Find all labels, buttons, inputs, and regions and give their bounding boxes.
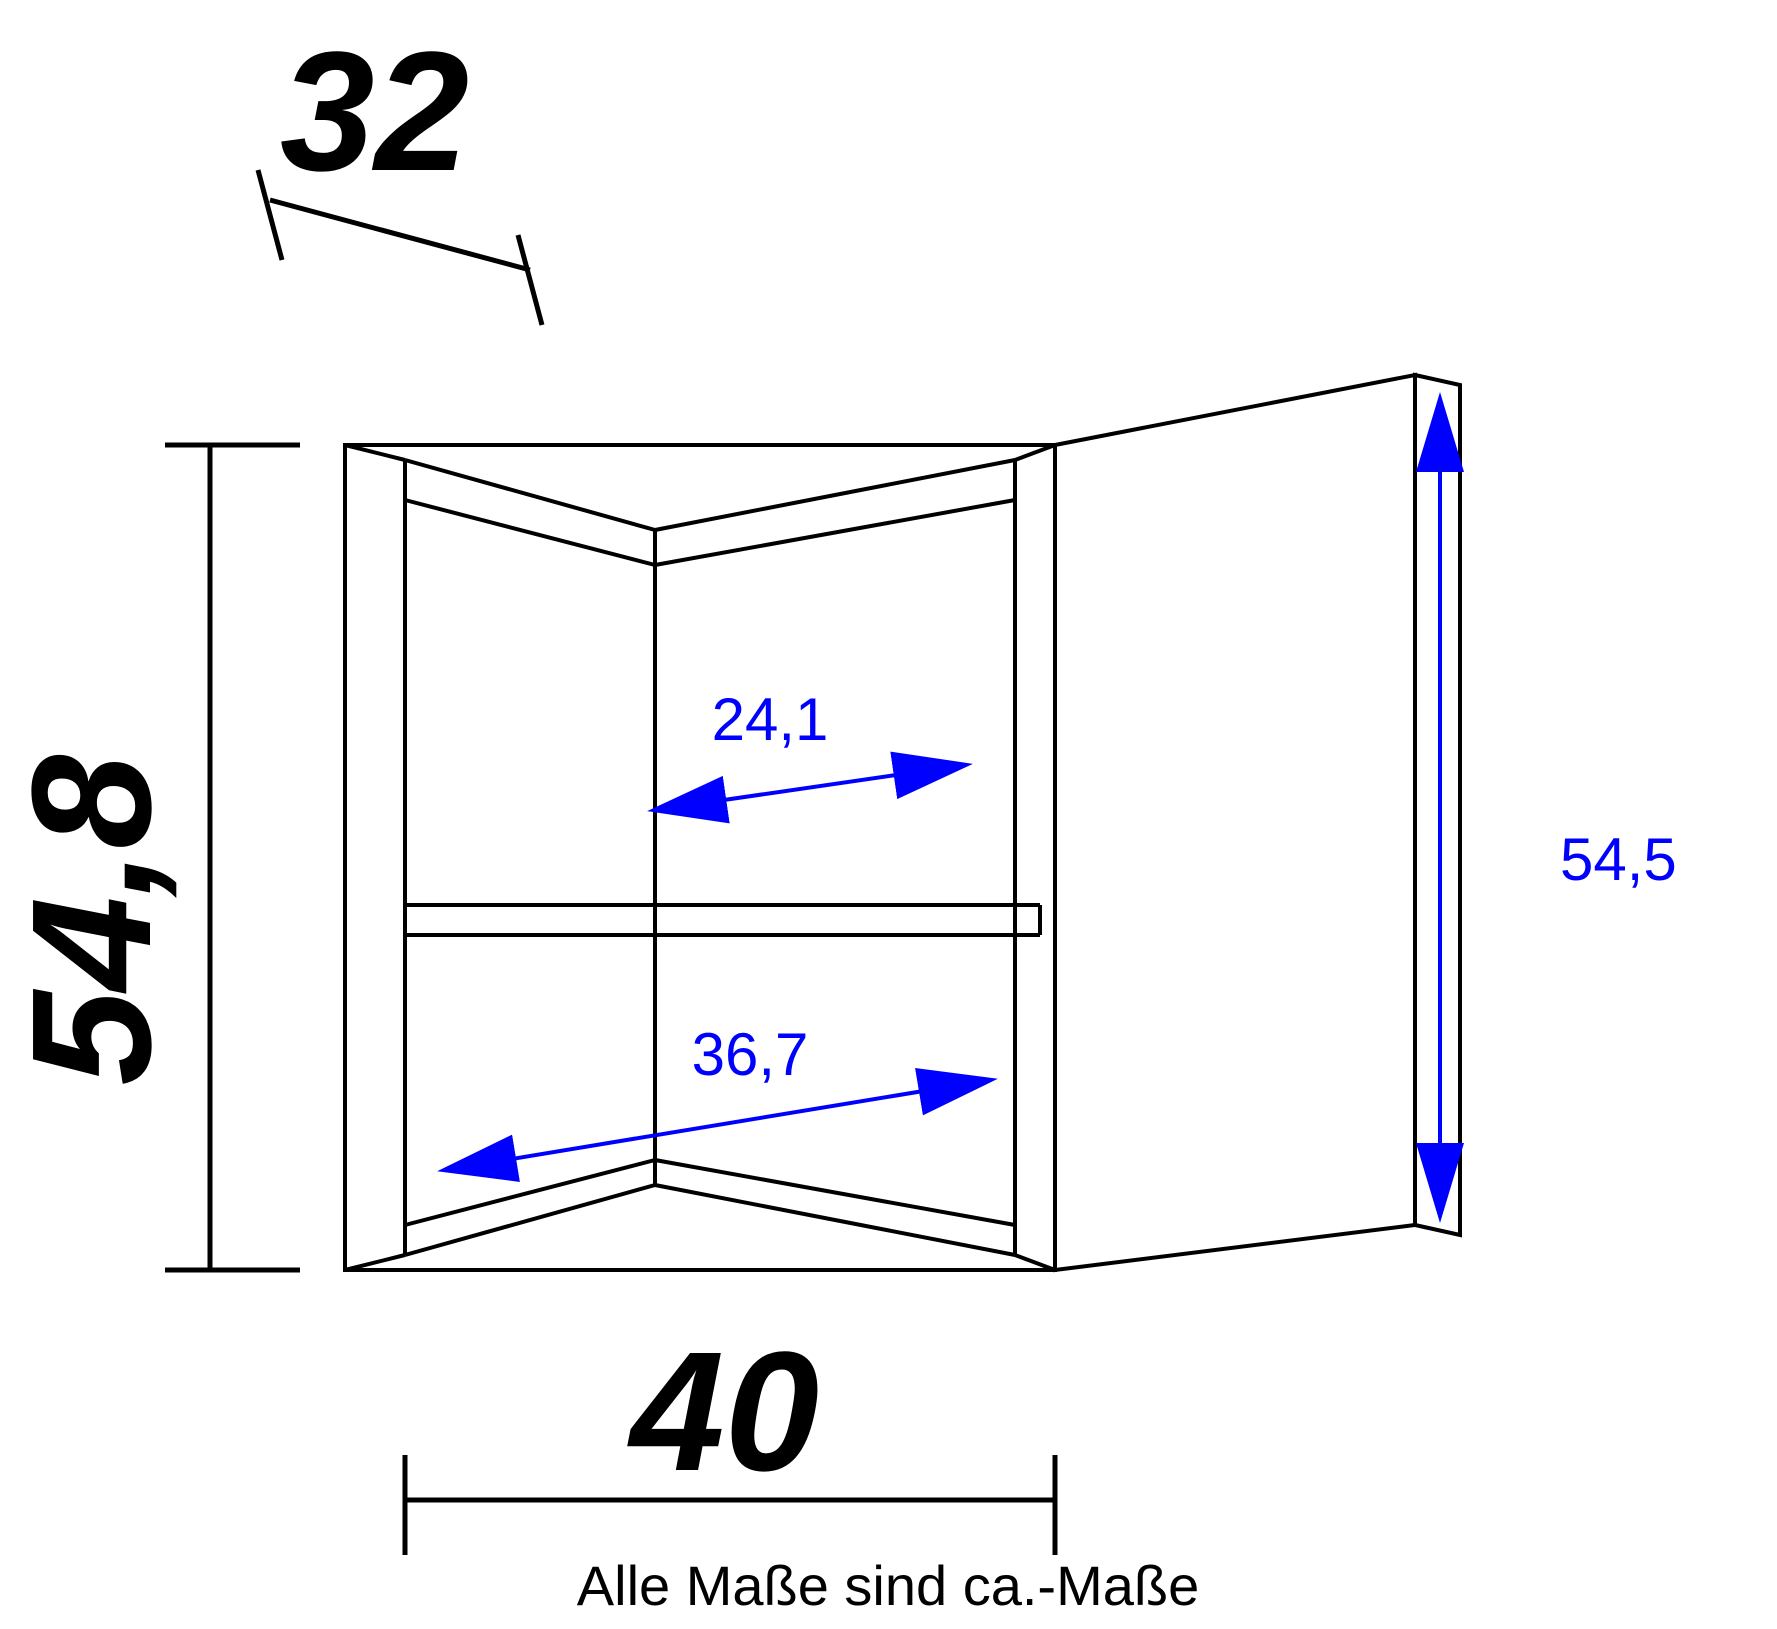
dim-shelf-depth-label: 24,1 (712, 686, 829, 753)
caption: Alle Maße sind ca.-Maße (577, 1554, 1199, 1617)
cabinet-door (1055, 375, 1460, 1270)
dim-height-label: 54,8 (0, 754, 187, 1085)
dim-interior-width-label: 36,7 (692, 1021, 809, 1088)
dim-width-label: 40 (627, 1317, 819, 1507)
dim-interior-height-label: 54,5 (1560, 826, 1677, 893)
dim-depth-label: 32 (280, 17, 469, 207)
cabinet (345, 375, 1460, 1270)
